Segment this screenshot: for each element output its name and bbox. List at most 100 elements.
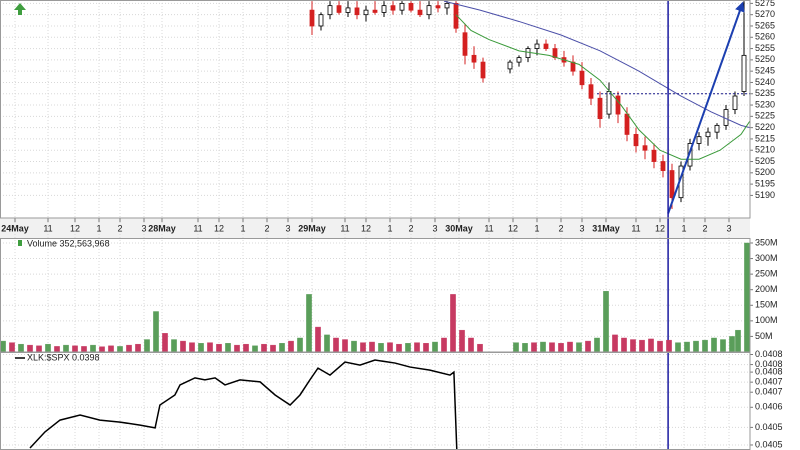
candle-body bbox=[372, 9, 378, 13]
volume-label: Volume 352,563,968 bbox=[27, 238, 110, 248]
y-tick-label: 5270 bbox=[755, 9, 775, 19]
volume-bar bbox=[36, 345, 42, 352]
volume-bar bbox=[594, 337, 600, 352]
x-tick-label: 24May bbox=[1, 223, 29, 233]
x-tick-label: 1 bbox=[534, 223, 539, 233]
volume-bar bbox=[324, 334, 330, 352]
x-tick-label: 28May bbox=[148, 223, 176, 233]
x-tick-label: 3 bbox=[285, 223, 290, 233]
y-tick-label: 250M bbox=[755, 269, 778, 279]
volume-bar bbox=[477, 343, 483, 352]
volume-bar bbox=[459, 329, 465, 352]
candle-body bbox=[390, 5, 396, 11]
y-tick-label: 0.0407 bbox=[755, 387, 783, 397]
volume-bar bbox=[198, 343, 204, 352]
volume-bar bbox=[639, 339, 645, 352]
volume-bar bbox=[45, 343, 51, 352]
candle-body bbox=[408, 2, 414, 11]
candle-body bbox=[642, 145, 648, 151]
x-tick-label: 31May bbox=[592, 223, 620, 233]
moving-average bbox=[443, 0, 750, 129]
volume-bar bbox=[612, 334, 618, 352]
x-tick-label: 2 bbox=[702, 223, 707, 233]
x-tick-label: 11 bbox=[484, 223, 493, 233]
volume-bar bbox=[342, 339, 348, 352]
volume-icon bbox=[18, 240, 22, 246]
y-tick-label: 5260 bbox=[755, 32, 775, 42]
candle-body bbox=[525, 48, 531, 59]
candle-body bbox=[732, 95, 738, 110]
candle-body bbox=[534, 43, 540, 49]
volume-bar bbox=[261, 343, 267, 352]
candle-body bbox=[480, 61, 486, 79]
volume-bar bbox=[333, 337, 339, 352]
plot-layer: 24May 11 12 1 2 3 28May 11 12 1 2 3 29May 11 12 1 2 3 30Ma… bbox=[0, 0, 783, 450]
candle-body bbox=[399, 2, 405, 11]
candle-body bbox=[705, 131, 711, 138]
candle-body bbox=[696, 136, 702, 144]
volume-bar bbox=[744, 242, 750, 352]
trend-arrow bbox=[667, 1, 745, 214]
volume-bar bbox=[405, 343, 411, 352]
volume-bar bbox=[711, 337, 717, 352]
volume-bar bbox=[297, 337, 303, 352]
candle-body bbox=[417, 9, 423, 16]
volume-bar bbox=[675, 342, 681, 352]
x-tick-label: 1 bbox=[387, 223, 392, 233]
candle-body bbox=[318, 14, 324, 27]
volume-bar bbox=[90, 344, 96, 352]
x-tick-label: 3 bbox=[432, 223, 437, 233]
volume-bar bbox=[243, 343, 249, 352]
volume-bar bbox=[423, 343, 429, 352]
y-tick-label: 100M bbox=[755, 315, 778, 325]
volume-bar bbox=[684, 341, 690, 352]
volume-bar bbox=[441, 337, 447, 352]
volume-bar bbox=[189, 342, 195, 352]
y-tick-label: 0.0408 bbox=[755, 366, 783, 376]
x-tick-label: 30May bbox=[445, 223, 473, 233]
x-tick-label: 29May bbox=[298, 223, 326, 233]
ratio-line bbox=[29, 359, 458, 450]
volume-bar bbox=[603, 291, 609, 352]
volume-bar bbox=[117, 346, 123, 352]
volume-bar bbox=[126, 344, 132, 352]
candle-body bbox=[381, 5, 387, 13]
volume-bar bbox=[225, 343, 231, 352]
volume-bar bbox=[414, 342, 420, 352]
volume-bar bbox=[621, 337, 627, 352]
volume-bar bbox=[513, 342, 519, 352]
volume-bar bbox=[531, 342, 537, 352]
volume-bar bbox=[735, 329, 741, 352]
candle-body bbox=[624, 113, 630, 135]
x-tick-label: 12 bbox=[70, 223, 80, 233]
candle-body bbox=[354, 7, 360, 16]
volume-bar bbox=[135, 343, 141, 352]
candle-body bbox=[741, 54, 747, 92]
candle-body bbox=[507, 61, 513, 70]
ratio-frame bbox=[0, 352, 751, 450]
x-tick-label: 3 bbox=[726, 223, 731, 233]
x-tick-label: 12 bbox=[655, 223, 665, 233]
x-tick-label: 1 bbox=[681, 223, 686, 233]
y-tick-label: 5215 bbox=[755, 133, 775, 143]
volume-bar bbox=[306, 294, 312, 352]
x-tick-label: 1 bbox=[240, 223, 245, 233]
volume-bar bbox=[216, 343, 222, 352]
volume-bar bbox=[288, 340, 294, 352]
volume-bar bbox=[396, 343, 402, 352]
y-tick-label: 0.0408 bbox=[755, 359, 783, 369]
volume-bar bbox=[576, 342, 582, 352]
candle-body bbox=[633, 134, 639, 147]
candle-body bbox=[588, 84, 594, 99]
y-tick-label: 200M bbox=[755, 284, 778, 294]
y-tick-label: 5240 bbox=[755, 77, 775, 87]
candle-body bbox=[471, 54, 477, 63]
volume-bar bbox=[180, 340, 186, 352]
x-tick-label: 12 bbox=[361, 223, 371, 233]
volume-bar bbox=[360, 342, 366, 352]
y-tick-label: 5230 bbox=[755, 99, 775, 109]
y-tick-label: 5190 bbox=[755, 190, 775, 200]
y-tick-label: 5205 bbox=[755, 156, 775, 166]
volume-bar bbox=[657, 340, 663, 352]
